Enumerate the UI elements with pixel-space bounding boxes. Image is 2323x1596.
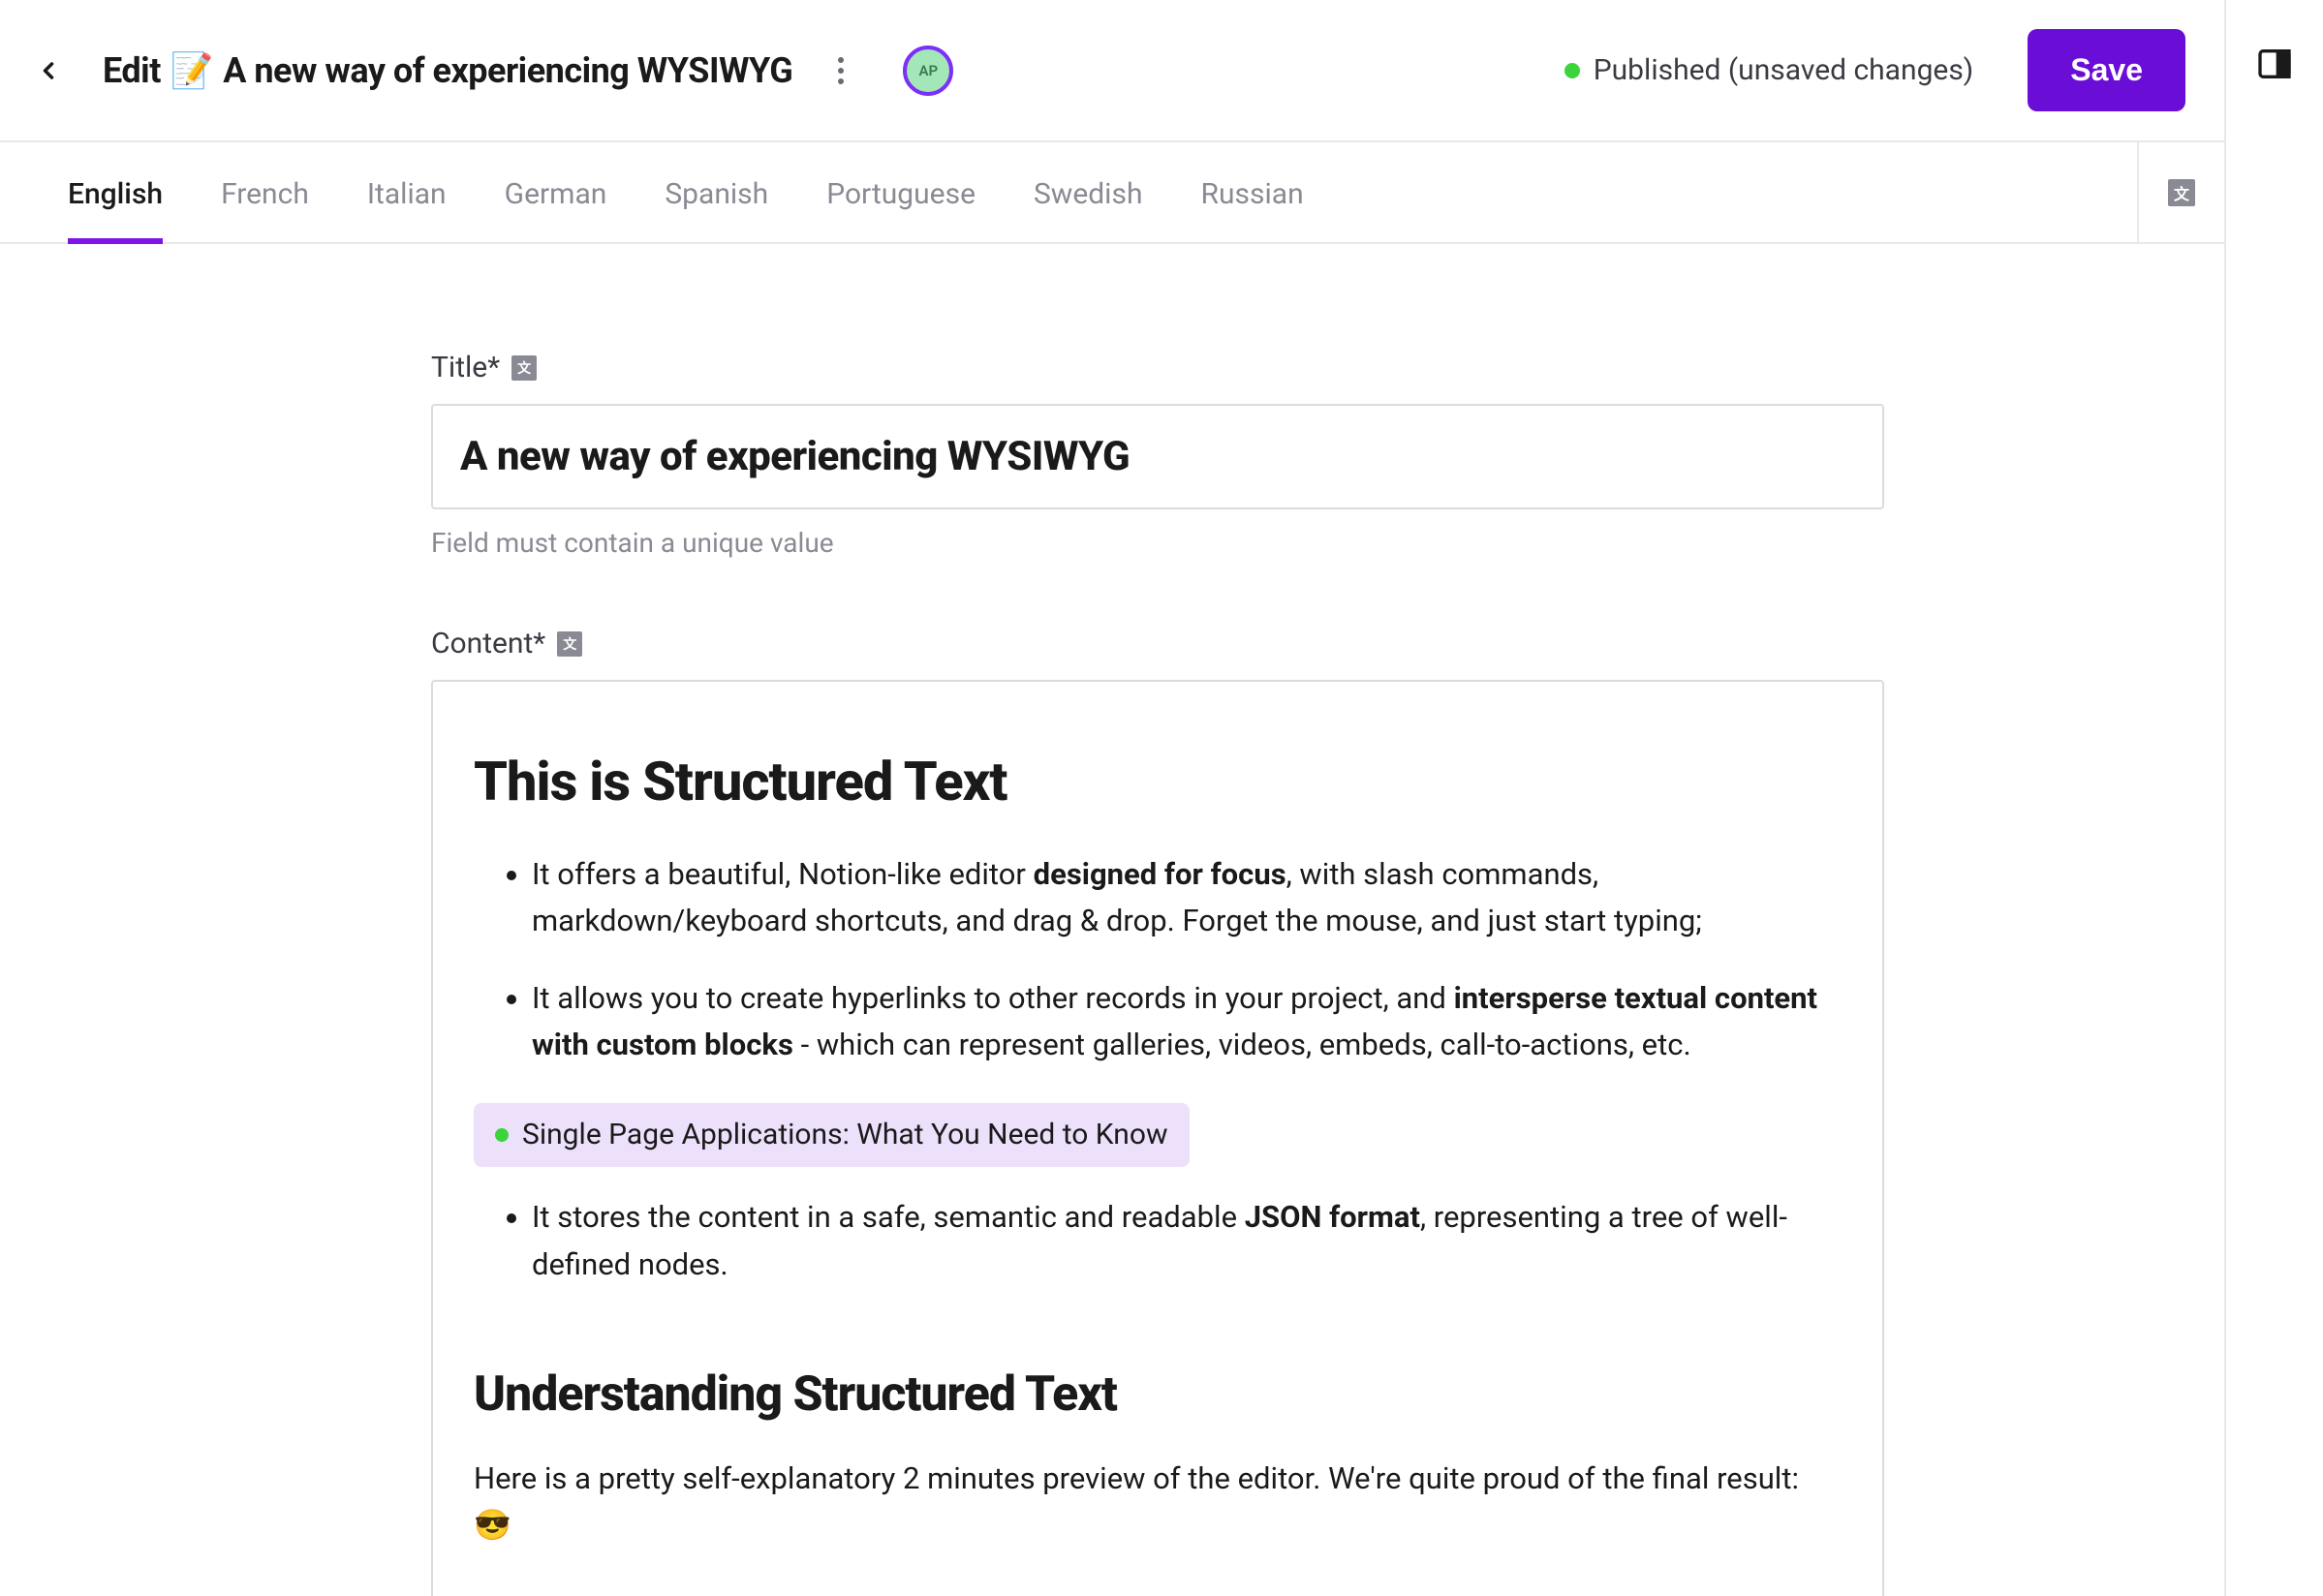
translate-icon: 文 [2168,179,2195,206]
tab-italian[interactable]: Italian [367,142,447,242]
text: It stores the content in a safe, semanti… [532,1199,1245,1235]
tab-swedish[interactable]: Swedish [1034,142,1143,242]
title-helper-text: Field must contain a unique value [431,527,1884,559]
title-prefix: Edit [103,50,161,91]
tab-portuguese[interactable]: Portuguese [826,142,976,242]
editor-paragraph: Here is a pretty self-explanatory 2 minu… [474,1456,1842,1549]
tab-english[interactable]: English [68,142,163,242]
bold-text: JSON format [1245,1199,1420,1235]
content-editor[interactable]: This is Structured Text It offers a beau… [431,680,1884,1596]
sidebar-toggle-button[interactable] [2255,45,2294,87]
tab-spanish[interactable]: Spanish [665,142,768,242]
tab-german[interactable]: German [505,142,607,242]
title-label: Title* 文 [431,351,1884,384]
list-item: It allows you to create hyperlinks to ot… [532,975,1842,1068]
title-emoji: 📝 [170,50,213,91]
list-item: It stores the content in a safe, semanti… [532,1194,1842,1287]
dot-icon [838,57,844,63]
back-button[interactable] [19,57,77,84]
list-item: It offers a beautiful, Notion-like edito… [532,851,1842,944]
status-dot-icon [1564,63,1580,78]
dot-icon [838,78,844,84]
app-root: Edit 📝 A new way of experiencing WYSIWYG… [0,0,2323,1596]
more-menu-button[interactable] [821,51,860,90]
dot-icon [838,68,844,74]
form-inner: Title* 文 Field must contain a unique val… [431,351,1884,1596]
tab-russian[interactable]: Russian [1200,142,1303,242]
text: - which can represent galleries, videos,… [793,1027,1691,1062]
title-field: Title* 文 Field must contain a unique val… [431,351,1884,559]
title-input[interactable] [431,404,1884,509]
editor-list: It stores the content in a safe, semanti… [474,1194,1842,1287]
user-avatar[interactable]: AP [903,46,953,96]
translate-icon: 文 [511,355,537,381]
editor-list: It offers a beautiful, Notion-like edito… [474,851,1842,1068]
panel-right-icon [2255,45,2294,83]
form-area: Title* 文 Field must contain a unique val… [0,244,2224,1596]
status-dot-icon [495,1128,509,1142]
header-bar: Edit 📝 A new way of experiencing WYSIWYG… [0,0,2224,142]
tab-french[interactable]: French [221,142,309,242]
text: It allows you to create hyperlinks to ot… [532,980,1454,1016]
translate-panel-toggle[interactable]: 文 [2137,142,2224,242]
title-label-text: Title* [431,351,500,384]
avatar-initials: AP [919,62,939,79]
right-rail [2226,0,2323,1596]
translate-icon: 文 [557,631,582,657]
editor-heading: This is Structured Text [474,740,1842,824]
page-title: Edit 📝 A new way of experiencing WYSIWYG [103,50,792,91]
chevron-left-icon [35,57,62,84]
language-tabs-row: English French Italian German Spanish Po… [0,142,2224,244]
publish-status: Published (unsaved changes) [1564,53,1974,87]
save-button[interactable]: Save [2028,29,2185,111]
title-text: A new way of experiencing WYSIWYG [223,50,792,91]
status-text: Published (unsaved changes) [1594,53,1974,87]
editor-subheading: Understanding Structured Text [474,1358,1842,1433]
text: It offers a beautiful, Notion-like edito… [532,856,1034,892]
language-tabs: English French Italian German Spanish Po… [0,142,2137,242]
content-label: Content* 文 [431,627,1884,660]
content-label-text: Content* [431,627,545,660]
bold-text: designed for focus [1034,856,1286,892]
link-chip-text: Single Page Applications: What You Need … [522,1113,1168,1158]
record-link-chip[interactable]: Single Page Applications: What You Need … [474,1103,1190,1168]
content-field: Content* 文 This is Structured Text It of… [431,627,1884,1596]
main-column: Edit 📝 A new way of experiencing WYSIWYG… [0,0,2226,1596]
